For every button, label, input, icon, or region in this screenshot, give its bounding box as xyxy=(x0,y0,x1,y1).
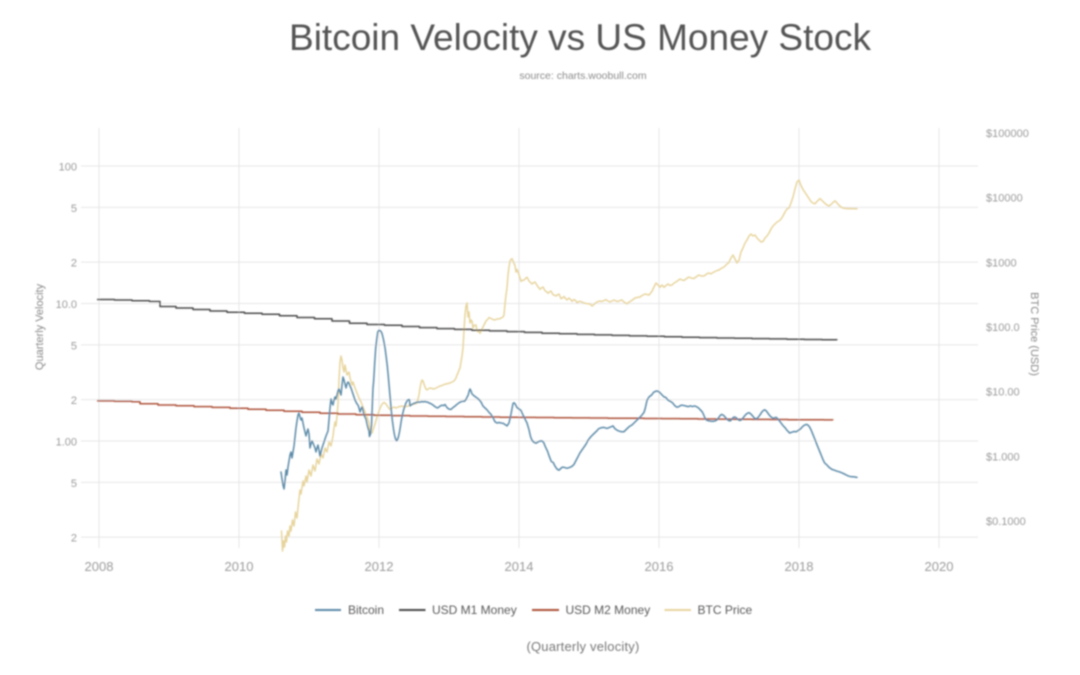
svg-text:source: charts.woobull.com: source: charts.woobull.com xyxy=(519,70,646,82)
svg-text:100: 100 xyxy=(59,162,77,174)
svg-text:2018: 2018 xyxy=(785,559,814,574)
svg-text:1.00: 1.00 xyxy=(56,437,77,449)
svg-text:USD M2 Money: USD M2 Money xyxy=(566,603,651,617)
svg-text:2: 2 xyxy=(71,395,77,407)
svg-text:Quarterly Velocity: Quarterly Velocity xyxy=(34,283,46,370)
svg-text:10.0: 10.0 xyxy=(56,299,77,311)
svg-text:5: 5 xyxy=(71,478,77,490)
svg-text:$100000: $100000 xyxy=(986,128,1029,140)
svg-text:2: 2 xyxy=(71,533,77,545)
svg-text:Bitcoin Velocity vs US Money S: Bitcoin Velocity vs US Money Stock xyxy=(289,17,871,58)
svg-text:2008: 2008 xyxy=(85,559,114,574)
svg-text:$100.0: $100.0 xyxy=(986,322,1020,334)
svg-text:2016: 2016 xyxy=(645,559,674,574)
svg-text:BTC Price: BTC Price xyxy=(698,603,753,617)
svg-text:BTC Price (USD): BTC Price (USD) xyxy=(1028,292,1040,376)
svg-text:$1000: $1000 xyxy=(986,257,1017,269)
svg-text:2: 2 xyxy=(71,258,77,270)
svg-text:$0.1000: $0.1000 xyxy=(986,516,1026,528)
svg-text:$1.000: $1.000 xyxy=(986,451,1020,463)
svg-text:5: 5 xyxy=(71,203,77,215)
svg-text:2012: 2012 xyxy=(365,559,394,574)
svg-text:$10.00: $10.00 xyxy=(986,387,1020,399)
svg-text:5: 5 xyxy=(71,341,77,353)
svg-text:2010: 2010 xyxy=(225,559,254,574)
svg-text:$10000: $10000 xyxy=(986,193,1023,205)
svg-text:2020: 2020 xyxy=(925,559,954,574)
svg-text:Bitcoin: Bitcoin xyxy=(348,603,384,617)
svg-text:(Quarterly velocity): (Quarterly velocity) xyxy=(526,639,639,654)
svg-text:2014: 2014 xyxy=(505,559,534,574)
svg-text:USD M1 Money: USD M1 Money xyxy=(432,603,517,617)
